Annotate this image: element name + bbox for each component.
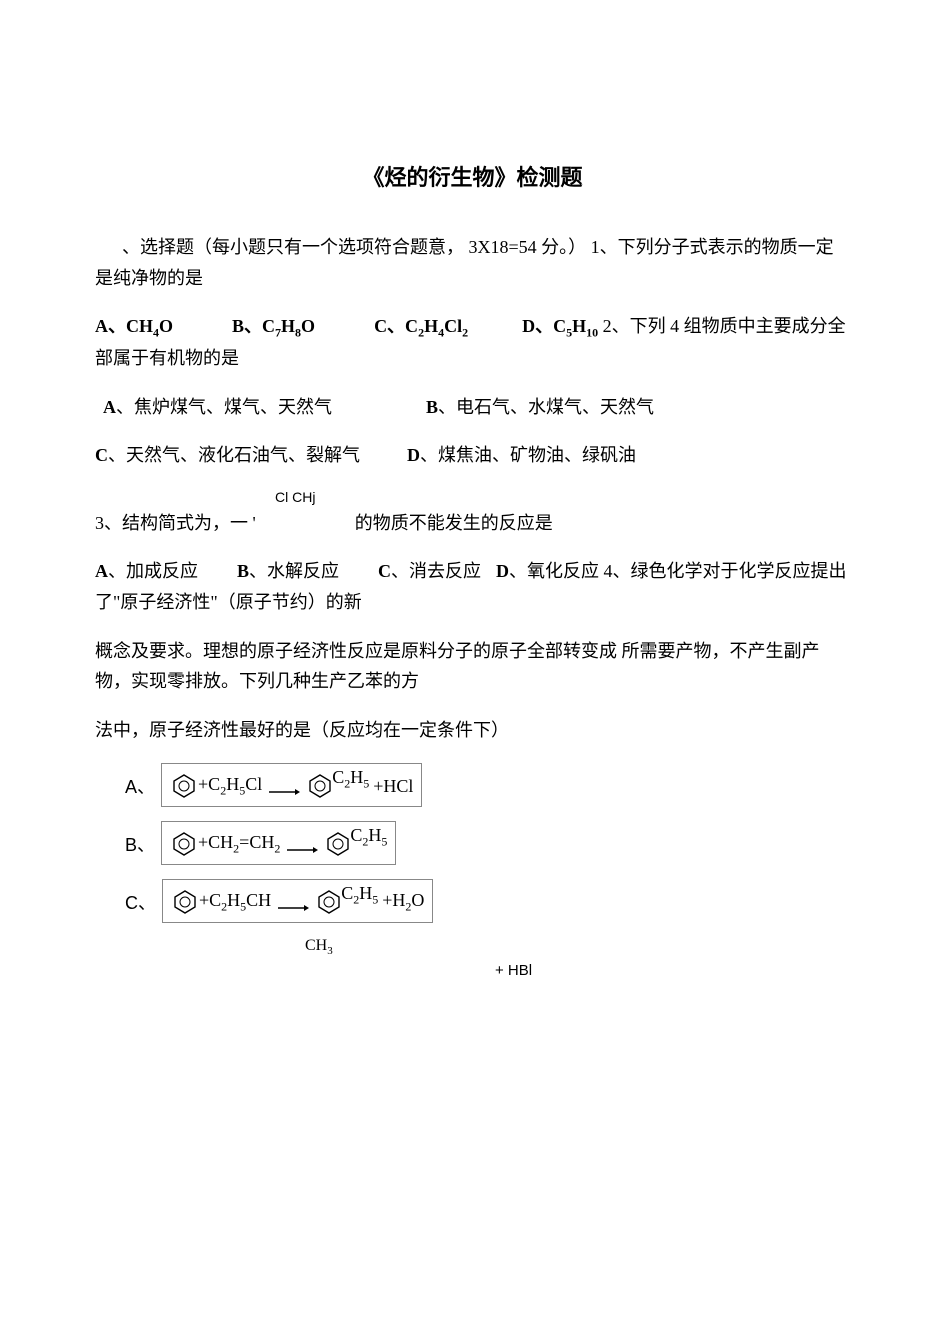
q4-p1: 概念及要求。理想的原子经济性反应是原料分子的原子全部转变成 所需要产物，不产生副… (95, 636, 850, 697)
q2-row2: C、天然气、液化石油气、裂解气 D、煤焦油、矿物油、绿矾油 (95, 440, 850, 471)
q3-b: B、水解反应 (237, 561, 339, 581)
intro-paragraph: 、选择题（每小题只有一个选项符合题意， 3X18=54 分。） 1、下列分子式表… (95, 232, 850, 293)
rx-a: A、 +C2H5Cl C2H5 +HCl (125, 763, 850, 807)
q1-b: B、C7H8O (232, 316, 315, 336)
q3-c: C、消去反应 (378, 561, 481, 581)
rx-a-label: A、 (125, 773, 155, 807)
benzene-icon (309, 774, 331, 798)
q3-a: A、加成反应 (95, 561, 198, 581)
q2-b: B、电石气、水煤气、天然气 (426, 397, 654, 417)
q3-structure-fragment: Cl CHj (275, 489, 850, 506)
q1-choices: A、CH4O B、C7H8O C、C2H4Cl2 D、C5H10 2、下列 4 … (95, 311, 850, 374)
q3-stem: 3、结构简式为，一 ' 的物质不能发生的反应是 (95, 508, 850, 539)
q2-stem-inline: 2、下列 4 组物质中主要成分全部属于有机物的是 (95, 316, 846, 368)
page-title: 《烃的衍生物》检测题 (95, 160, 850, 192)
benzene-icon (173, 774, 195, 798)
arrow-icon (286, 839, 318, 849)
q2-c: C、天然气、液化石油气、裂解气 (95, 445, 360, 465)
rx-b-equation: +CH2=CH2 C2H5 (161, 821, 396, 865)
q4-p2: 法中，原子经济性最好的是（反应均在一定条件下） (95, 715, 850, 746)
footer-hb: + HBl (495, 962, 850, 979)
q1-c: C、C2H4Cl2 (374, 316, 468, 336)
arrow-icon (268, 781, 300, 791)
rx-b: B、 +CH2=CH2 C2H5 (125, 821, 850, 865)
arrow-icon (277, 897, 309, 907)
q3-d: D、氧化反应 (496, 561, 599, 581)
rx-c-label: C、 (125, 889, 156, 923)
benzene-icon (174, 890, 196, 914)
rx-c-equation: +C2H5CH C2H5 +H2O (162, 879, 433, 923)
q2-row1: A、焦炉煤气、煤气、天然气 B、电石气、水煤气、天然气 (95, 392, 850, 423)
rx-c: C、 +C2H5CH C2H5 +H2O (125, 879, 850, 923)
rx-a-equation: +C2H5Cl C2H5 +HCl (161, 763, 422, 807)
benzene-icon (327, 832, 349, 856)
q2-d: D、煤焦油、矿物油、绿矾油 (407, 445, 636, 465)
reaction-options: A、 +C2H5Cl C2H5 +HCl B、 +CH2=CH2 C2H5 C、… (95, 763, 850, 923)
q1-a: A、CH4O (95, 316, 173, 336)
rx-b-label: B、 (125, 831, 155, 865)
footer-ch3: CH3 (305, 937, 850, 957)
q3-choices: A、加成反应 B、水解反应 C、消去反应 D、氧化反应 4、绿色化学对于化学反应… (95, 556, 850, 617)
benzene-icon (318, 890, 340, 914)
q2-a: A、焦炉煤气、煤气、天然气 (103, 397, 332, 417)
q1-d: D、C5H10 (522, 316, 598, 336)
benzene-icon (173, 832, 195, 856)
